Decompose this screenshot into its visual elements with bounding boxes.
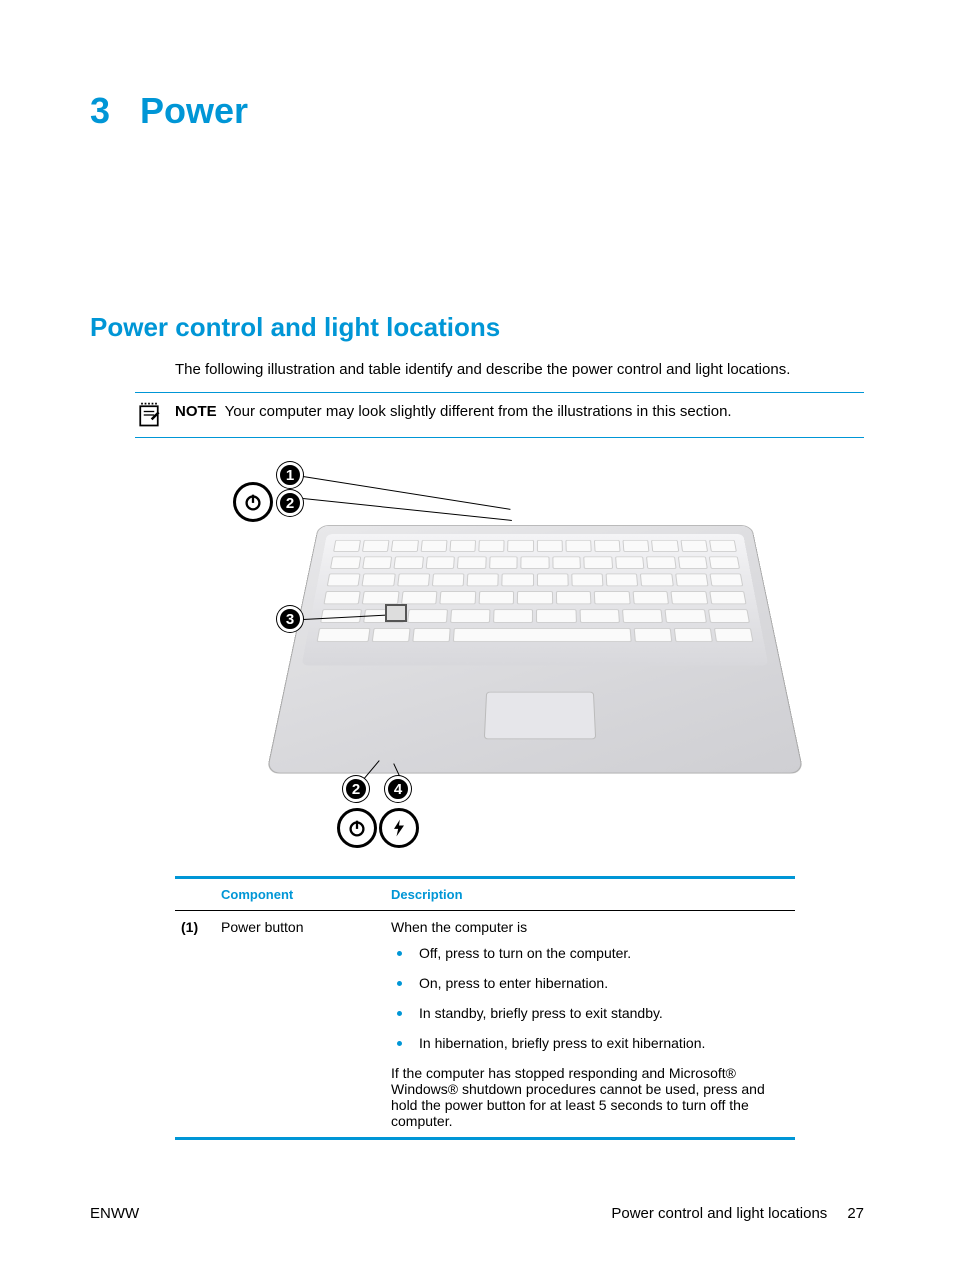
header-component: Component <box>215 878 385 911</box>
note-icon <box>135 401 163 429</box>
intro-paragraph: The following illustration and table ide… <box>175 361 864 378</box>
note-body: Your computer may look slightly differen… <box>225 403 732 420</box>
note-text: NOTE Your computer may look slightly diff… <box>175 401 732 420</box>
footer-left: ENWW <box>90 1205 139 1222</box>
chapter-number: 3 <box>90 90 110 131</box>
row-component: Power button <box>215 911 385 1139</box>
footer-page-number: 27 <box>847 1205 864 1222</box>
desc-bullet-list: Off, press to turn on the computer. On, … <box>391 945 789 1051</box>
table-header-row: Component Description <box>175 878 795 911</box>
list-item: On, press to enter hibernation. <box>391 975 789 991</box>
row-number: (1) <box>175 911 215 1139</box>
component-table: Component Description (1) Power button W… <box>175 876 795 1140</box>
power-icon <box>337 808 377 848</box>
callout-badge-2b: 2 <box>343 776 369 802</box>
power-icon <box>233 482 273 522</box>
page-footer: ENWW Power control and light locations 2… <box>90 1205 864 1222</box>
laptop-illustration: 1 2 3 2 4 <box>225 456 785 856</box>
chapter-heading: 3 Power <box>90 90 864 132</box>
callout-badge-4: 4 <box>385 776 411 802</box>
table-row: (1) Power button When the computer is Of… <box>175 911 795 1139</box>
desc-intro: When the computer is <box>391 919 789 935</box>
list-item: In standby, briefly press to exit standb… <box>391 1005 789 1021</box>
row-description: When the computer is Off, press to turn … <box>385 911 795 1139</box>
bolt-icon <box>379 808 419 848</box>
list-item: Off, press to turn on the computer. <box>391 945 789 961</box>
callout-badge-1: 1 <box>277 462 303 488</box>
footer-section-title: Power control and light locations <box>611 1205 827 1222</box>
callout-badge-3: 3 <box>277 606 303 632</box>
chapter-title: Power <box>140 90 248 131</box>
section-heading: Power control and light locations <box>90 312 864 343</box>
callout-badge-2: 2 <box>277 490 303 516</box>
note-box: NOTE Your computer may look slightly diff… <box>135 392 864 438</box>
note-label: NOTE <box>175 403 217 420</box>
list-item: In hibernation, briefly press to exit hi… <box>391 1035 789 1051</box>
header-description: Description <box>385 878 795 911</box>
desc-outro: If the computer has stopped responding a… <box>391 1065 771 1129</box>
